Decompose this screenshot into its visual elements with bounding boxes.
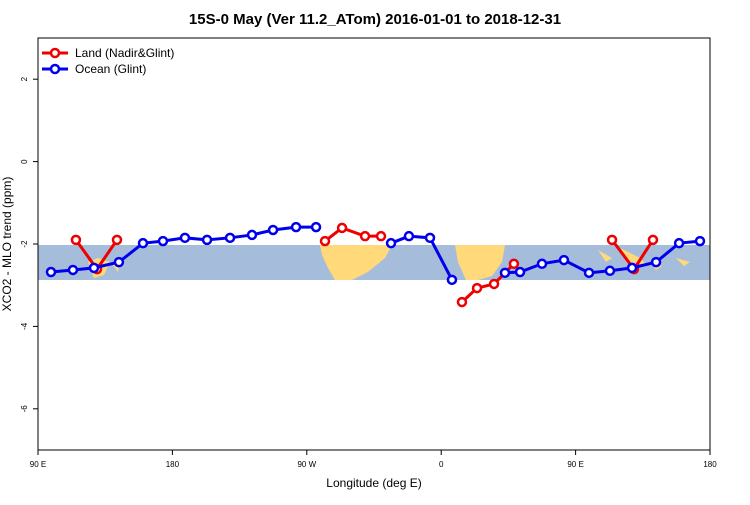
point — [224, 232, 236, 244]
point — [650, 256, 662, 268]
point — [604, 265, 616, 277]
point — [111, 234, 123, 246]
point — [67, 264, 79, 276]
point — [647, 234, 659, 246]
point — [456, 296, 468, 308]
point — [514, 266, 526, 278]
x-tick-label: 90 E — [30, 460, 46, 469]
point — [246, 229, 258, 241]
point — [70, 234, 82, 246]
x-tick-label: 180 — [703, 460, 717, 469]
y-axis-label: XCO2 - MLO trend (ppm) — [0, 177, 14, 312]
point — [508, 258, 520, 270]
point — [336, 222, 348, 234]
legend-label: Land (Nadir&Glint) — [75, 46, 174, 60]
map-band — [38, 245, 710, 280]
point — [606, 234, 618, 246]
point — [488, 278, 500, 290]
point — [583, 267, 595, 279]
x-tick-label: 180 — [166, 460, 180, 469]
y-tick-label: -2 — [20, 240, 29, 248]
x-tick-label: 90 E — [567, 460, 583, 469]
x-axis-label: Longitude (deg E) — [326, 476, 421, 490]
point — [113, 256, 125, 268]
x-tick-label: 0 — [439, 460, 444, 469]
point — [267, 224, 279, 236]
point — [45, 266, 57, 278]
point — [471, 282, 483, 294]
point — [137, 237, 149, 249]
point — [375, 230, 387, 242]
point — [626, 262, 638, 274]
point — [179, 232, 191, 244]
point — [403, 230, 415, 242]
x-tick-label: 90 W — [297, 460, 316, 469]
point — [673, 237, 685, 249]
point — [319, 235, 331, 247]
point — [424, 232, 436, 244]
point — [359, 230, 371, 242]
point — [201, 234, 213, 246]
point — [536, 258, 548, 270]
point — [290, 221, 302, 233]
y-tick-label: -4 — [20, 322, 29, 330]
legend-marker — [49, 63, 61, 75]
y-tick-label: -6 — [20, 405, 29, 413]
point — [558, 254, 570, 266]
point — [157, 235, 169, 247]
point — [446, 274, 458, 286]
y-tick-label: 2 — [20, 76, 29, 81]
point — [385, 237, 397, 249]
y-tick-label: 0 — [20, 159, 29, 164]
chart-title: 15S-0 May (Ver 11.2_ATom) 2016-01-01 to … — [189, 11, 561, 28]
point — [694, 235, 706, 247]
legend-label: Ocean (Glint) — [75, 62, 146, 76]
point — [499, 267, 511, 279]
legend-marker — [49, 47, 61, 59]
point — [88, 262, 100, 274]
point — [310, 221, 322, 233]
